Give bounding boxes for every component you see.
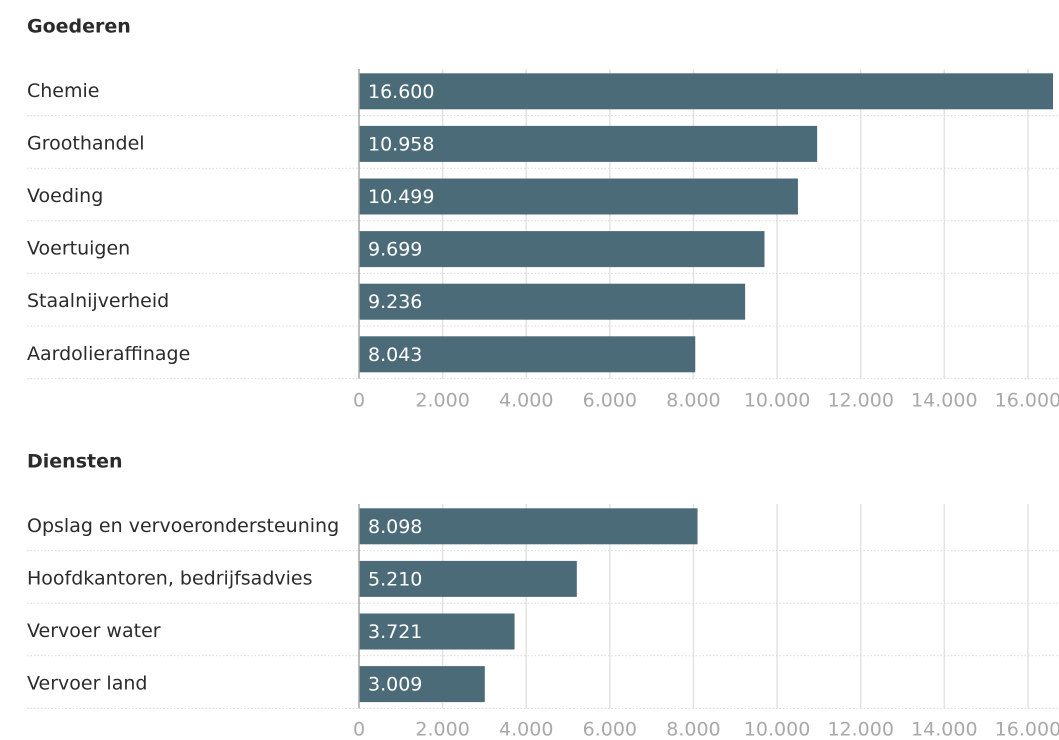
category-label: Vervoer land (27, 673, 147, 695)
category-label: Chemie (27, 80, 99, 102)
category-label: Groothandel (27, 132, 145, 154)
bar-value-label: 3.009 (368, 674, 422, 696)
category-label: Staalnijverheid (27, 290, 169, 312)
chart-title: Diensten (27, 451, 123, 473)
x-tick-label: 2.000 (415, 719, 469, 740)
x-tick-label: 12.000 (827, 719, 893, 740)
category-label: Aardolieraffinage (27, 343, 190, 365)
chart-panel-1: Goederen 16.600 Chemie 10.958 Groothandel 10.… (27, 16, 1059, 412)
x-tick-label: 4.000 (499, 719, 553, 740)
x-tick-label: 12.000 (827, 390, 893, 412)
bar (359, 336, 696, 373)
bar-value-label: 9.699 (368, 239, 422, 261)
x-tick-label: 10.000 (744, 719, 810, 740)
category-label: Vervoer water (27, 620, 161, 642)
bar-value-label: 8.043 (368, 344, 422, 366)
x-tick-label: 0 (353, 390, 365, 412)
bar-value-label: 10.499 (368, 186, 434, 208)
bar (359, 560, 577, 597)
category-label: Voertuigen (27, 238, 130, 260)
x-tick-label: 0 (353, 719, 365, 740)
x-tick-label: 14.000 (911, 719, 977, 740)
bar-value-label: 8.098 (368, 516, 422, 538)
bar (359, 73, 1053, 110)
category-label: Opslag en vervoerondersteuning (27, 515, 339, 537)
bar (359, 125, 818, 162)
bar (359, 508, 698, 545)
x-tick-label: 14.000 (911, 390, 977, 412)
bar (359, 178, 798, 215)
category-label: Voeding (27, 185, 103, 207)
x-tick-label: 8.000 (666, 390, 720, 412)
x-tick-label: 6.000 (583, 719, 637, 740)
bar-value-label: 5.210 (368, 568, 422, 590)
x-tick-label: 8.000 (666, 719, 720, 740)
bar (359, 613, 515, 650)
bar-value-label: 3.721 (368, 621, 422, 643)
bar-value-label: 10.958 (368, 133, 434, 155)
x-tick-label: 10.000 (744, 390, 810, 412)
x-tick-label: 4.000 (499, 390, 553, 412)
bar-value-label: 16.600 (368, 81, 434, 103)
bar-value-label: 9.236 (368, 291, 422, 313)
x-tick-label: 16.000 (995, 390, 1059, 412)
bar (359, 283, 746, 320)
chart-panel-2: Diensten 8.098 Opslag en vervoerondersteun… (27, 451, 1059, 740)
bar (359, 231, 765, 268)
chart-title: Goederen (27, 16, 131, 38)
bar (359, 666, 485, 703)
x-tick-label: 16.000 (995, 719, 1059, 740)
category-label: Hoofdkantoren, bedrijfsadvies (27, 567, 313, 589)
x-tick-label: 2.000 (415, 390, 469, 412)
x-tick-label: 6.000 (583, 390, 637, 412)
